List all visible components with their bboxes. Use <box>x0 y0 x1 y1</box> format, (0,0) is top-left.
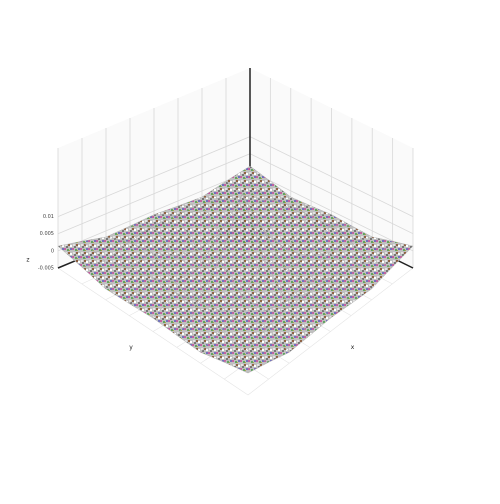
y-axis-title: y <box>129 344 133 351</box>
z-tick-label: 0.01 <box>43 214 54 220</box>
labels: -0.005 0 0.005 0.01 x y z <box>26 214 354 351</box>
x-axis-title: x <box>351 344 355 351</box>
grid-line <box>247 267 414 396</box>
z-axis-title: z <box>26 257 29 264</box>
surface-patch <box>223 351 270 374</box>
z-tick-label: -0.005 <box>38 266 54 272</box>
z-tick-label: 0.005 <box>40 231 54 237</box>
z-tick-label: 0 <box>51 248 54 254</box>
surface <box>57 165 414 374</box>
